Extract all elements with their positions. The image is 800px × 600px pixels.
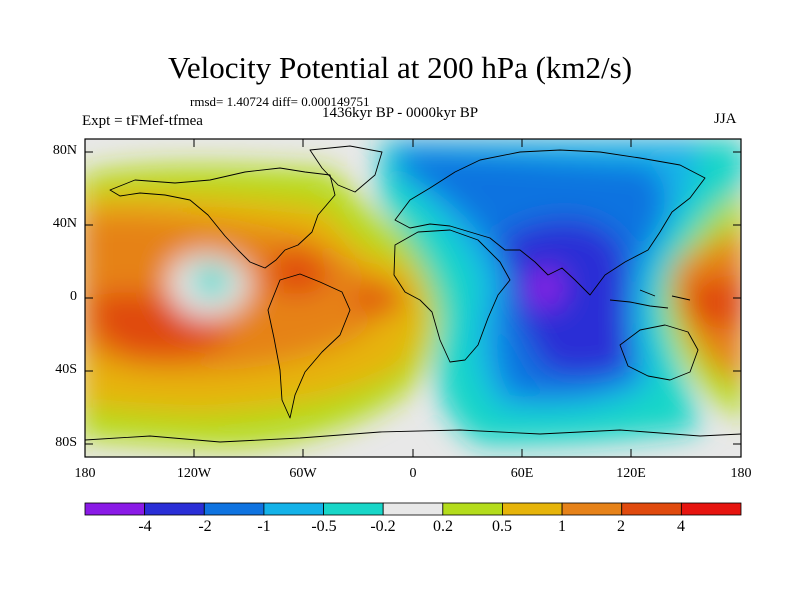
colorbar-label: 1 [558,518,566,535]
colorbar-label: -1 [257,518,271,535]
lon-label-180w: 180 [74,466,96,481]
contour-2-atlantic [355,284,405,313]
colorbar-box [203,502,265,516]
lat-label-40n: 40N [52,216,77,231]
coast-antarctica [85,429,741,443]
colorbar-label: 4 [677,518,685,535]
colorbar-label: -4 [138,518,152,535]
colorbar-box [442,502,503,516]
colorbar-box [323,502,384,516]
contour-2-pacific [90,291,230,358]
contour-neg4-east [528,268,564,308]
lon-label-120w: 120W [176,466,212,481]
contour-2-caribbean [270,250,330,295]
colorbar-box [680,502,742,516]
lat-label-80s: 80S [55,435,77,450]
contour-neg-central-pacific [192,265,232,298]
lon-label-60e: 60E [510,466,534,481]
contour-field [85,139,741,457]
coastlines [85,145,741,443]
stats-text: rmsd= 1.40724 diff= 0.000149751 [190,94,370,109]
colorbar-label: -0.5 [311,518,337,535]
coast-south-america [267,273,351,419]
lon-ticks [84,139,742,457]
coast-north-america [109,167,336,269]
colorbar-label: 0.2 [433,518,453,535]
lat-ticks [85,151,741,445]
colorbar-label: -0.2 [370,518,396,535]
coast-greenland [309,145,383,193]
plot-title: Velocity Potential at 200 hPa (km2/s) [167,50,633,85]
colorbar-box [382,502,444,516]
coast-eurasia [394,149,706,296]
colorbar-label: 2 [617,518,625,535]
colorbar-box [502,502,563,516]
coast-africa [393,229,511,363]
lat-label-80n: 80N [52,143,77,158]
lon-label-180e: 180 [730,466,752,481]
contour-2-east [680,275,741,330]
lat-label-40s: 40S [55,362,77,377]
lon-label-120e: 120E [616,466,646,481]
contour-neg2-east [500,219,630,376]
colorbar-box [263,502,324,516]
experiment-label: Expt = tFMef-tfmea [82,113,203,129]
season-label: JJA [714,111,737,127]
coast-australia [619,324,699,381]
colorbar-label: -2 [198,518,212,535]
colorbar-label: 0.5 [492,518,512,535]
lon-label-60w: 60W [289,466,317,481]
coast-indonesia [609,289,691,309]
colorbar-box [84,502,146,516]
lon-label-0: 0 [409,466,417,481]
lat-label-eq: 0 [70,289,77,304]
colorbar-box [621,502,682,516]
colorbar [84,502,742,516]
colorbar-box [561,502,623,516]
colorbar-box [144,502,205,516]
period-text: 1436kyr BP - 0000kyr BP [322,105,479,121]
